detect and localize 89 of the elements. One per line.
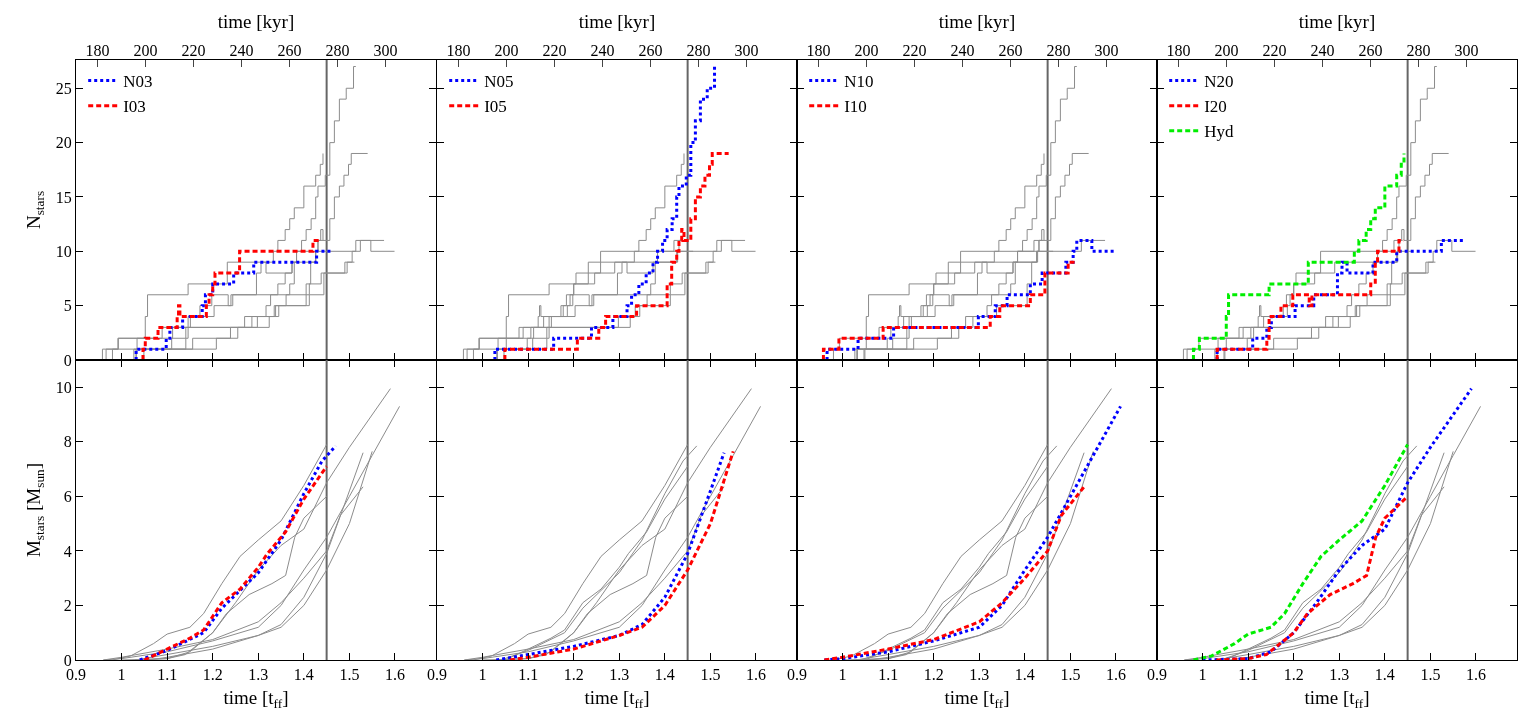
x2-tick-label: 220: [902, 41, 927, 59]
x2-tick-label: 300: [373, 41, 398, 59]
legend-label: I20: [1204, 97, 1227, 117]
x-tick-label: 0.9: [787, 666, 807, 684]
x-axis-title: time [t$_{ff}$]: [1304, 687, 1370, 711]
x2-tick-label: 260: [998, 41, 1023, 59]
x-tick-label: 1.5: [1420, 666, 1441, 684]
y-tick-label: 0: [63, 651, 72, 669]
x2-tick-label: 180: [1166, 41, 1191, 59]
legend-label: I05: [484, 97, 507, 117]
x-tick-label: 1.3: [609, 666, 630, 684]
x2-tick-label: 300: [734, 41, 759, 59]
x-axis-title: time [t$_{ff}$]: [584, 687, 650, 711]
legend-label: N05: [484, 72, 514, 92]
y-tick-label: 4: [63, 542, 72, 560]
x2-tick-label: 300: [1094, 41, 1119, 59]
x-axis-title: time [t$_{ff}$]: [944, 687, 1010, 711]
x2-axis-title: time [kyr]: [217, 10, 295, 32]
x2-tick-label: 200: [1214, 41, 1239, 59]
x-tick-label: 1.2: [563, 666, 584, 684]
y-tick-label: 0: [63, 351, 72, 369]
x-tick-label: 1.6: [1465, 666, 1486, 684]
x-tick-label: 1.4: [1014, 666, 1035, 684]
x2-tick-label: 200: [133, 41, 158, 59]
x2-tick-label: 240: [590, 41, 615, 59]
legend-label: N20: [1204, 72, 1234, 92]
x2-tick-label: 240: [1310, 41, 1335, 59]
x-tick-label: 1.3: [969, 666, 990, 684]
y-tick-label: 10: [55, 378, 72, 396]
x2-tick-label: 280: [1046, 41, 1071, 59]
x-tick-label: 1.5: [339, 666, 360, 684]
x2-tick-label: 220: [542, 41, 567, 59]
x2-tick-label: 180: [85, 41, 110, 59]
x-tick-label: 1.6: [384, 666, 405, 684]
x2-tick-label: 200: [494, 41, 519, 59]
x2-axis-title: time [kyr]: [578, 10, 656, 32]
x-axis-title: time [t$_{ff}$]: [223, 687, 289, 711]
x2-tick-label: 280: [325, 41, 350, 59]
legend-label: N03: [123, 72, 153, 92]
x-tick-label: 1.1: [1238, 666, 1259, 684]
x-tick-label: 1.2: [202, 666, 223, 684]
x-tick-label: 1.1: [157, 666, 178, 684]
x-tick-label: 1.3: [1329, 666, 1350, 684]
y-tick-label: 25: [55, 79, 72, 97]
x2-tick-label: 240: [950, 41, 975, 59]
x-tick-label: 0.9: [1147, 666, 1167, 684]
x-tick-label: 1.5: [700, 666, 721, 684]
legend-label: I10: [844, 97, 867, 117]
x2-tick-label: 260: [638, 41, 663, 59]
x-tick-label: 1.6: [745, 666, 766, 684]
x2-tick-label: 200: [854, 41, 879, 59]
x2-tick-label: 300: [1454, 41, 1479, 59]
x-tick-label: 1: [478, 666, 487, 684]
legend-label: I03: [123, 97, 146, 117]
x2-axis-title: time [kyr]: [938, 10, 1016, 32]
x-tick-label: 1: [838, 666, 847, 684]
y-tick-label: 2: [63, 597, 72, 615]
x-tick-label: 1.4: [1374, 666, 1395, 684]
y-tick-label: 15: [55, 188, 72, 206]
legend-label: Hyd: [1204, 122, 1234, 142]
y-tick-label: 5: [63, 297, 72, 315]
x-tick-label: 1.1: [518, 666, 539, 684]
legend-label: N10: [844, 72, 874, 92]
y-tick-label: 20: [55, 134, 72, 152]
x-tick-label: 1.5: [1060, 666, 1081, 684]
x2-tick-label: 220: [1262, 41, 1287, 59]
x2-tick-label: 280: [1406, 41, 1431, 59]
x2-tick-label: 260: [1358, 41, 1383, 59]
x-tick-label: 1.4: [654, 666, 675, 684]
x-tick-label: 1.3: [248, 666, 269, 684]
x-tick-label: 1: [1198, 666, 1207, 684]
x-tick-label: 1.2: [923, 666, 944, 684]
y-tick-label: 10: [55, 242, 72, 260]
x-tick-label: 1.1: [878, 666, 899, 684]
x-tick-label: 1: [117, 666, 126, 684]
x2-tick-label: 240: [229, 41, 254, 59]
x-tick-label: 1.2: [1283, 666, 1304, 684]
y-tick-label: 8: [63, 433, 72, 451]
x2-axis-title: time [kyr]: [1298, 10, 1376, 32]
x2-tick-label: 260: [277, 41, 302, 59]
x2-tick-label: 220: [181, 41, 206, 59]
x-tick-label: 0.9: [66, 666, 86, 684]
x-tick-label: 0.9: [427, 666, 447, 684]
x-tick-label: 1.4: [293, 666, 314, 684]
x2-tick-label: 180: [806, 41, 831, 59]
x2-tick-label: 180: [446, 41, 471, 59]
y-tick-label: 6: [63, 487, 72, 505]
x2-tick-label: 280: [686, 41, 711, 59]
x-tick-label: 1.6: [1105, 666, 1126, 684]
